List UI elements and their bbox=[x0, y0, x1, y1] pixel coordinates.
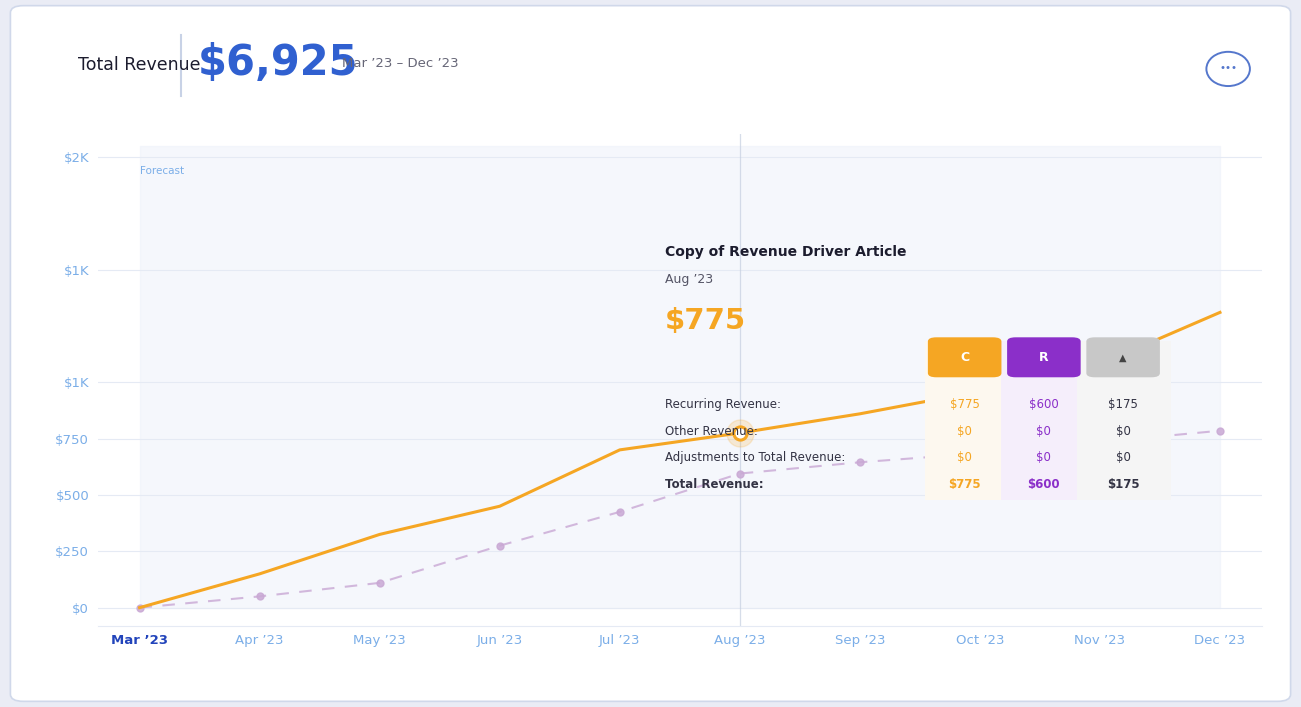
Point bbox=[1089, 436, 1110, 448]
Text: $775: $775 bbox=[948, 479, 981, 491]
Text: C: C bbox=[960, 351, 969, 364]
Text: $0: $0 bbox=[1116, 451, 1131, 464]
Text: Aug ’23: Aug ’23 bbox=[665, 272, 713, 286]
Text: $0: $0 bbox=[1037, 425, 1051, 438]
Text: $775: $775 bbox=[665, 307, 745, 335]
Point bbox=[730, 468, 751, 479]
Text: Total Revenue:: Total Revenue: bbox=[665, 479, 764, 491]
Point bbox=[489, 540, 510, 551]
Text: ▲: ▲ bbox=[1119, 352, 1127, 362]
Text: Other Revenue:: Other Revenue: bbox=[665, 425, 757, 438]
Point bbox=[250, 591, 271, 602]
FancyBboxPatch shape bbox=[1007, 337, 1081, 378]
Point bbox=[730, 427, 751, 438]
FancyBboxPatch shape bbox=[1077, 341, 1171, 500]
Text: Copy of Revenue Driver Article: Copy of Revenue Driver Article bbox=[665, 245, 907, 259]
Text: Recurring Revenue:: Recurring Revenue: bbox=[665, 398, 781, 411]
Text: R: R bbox=[1039, 351, 1049, 364]
Point bbox=[730, 427, 751, 438]
Text: Adjustments to Total Revenue:: Adjustments to Total Revenue: bbox=[665, 451, 846, 464]
Point bbox=[850, 457, 870, 468]
Point bbox=[609, 506, 630, 518]
Text: $0: $0 bbox=[1037, 451, 1051, 464]
Text: $175: $175 bbox=[1107, 479, 1140, 491]
FancyBboxPatch shape bbox=[1000, 341, 1077, 500]
Text: $6,925: $6,925 bbox=[198, 42, 359, 85]
Text: $600: $600 bbox=[1028, 479, 1060, 491]
Text: $175: $175 bbox=[1108, 398, 1138, 411]
Point bbox=[369, 577, 390, 588]
Text: $0: $0 bbox=[958, 425, 972, 438]
Text: $0: $0 bbox=[958, 451, 972, 464]
Text: Mar ’23 – Dec ’23: Mar ’23 – Dec ’23 bbox=[342, 57, 459, 70]
Text: $600: $600 bbox=[1029, 398, 1059, 411]
Point bbox=[129, 602, 150, 613]
Point bbox=[969, 448, 990, 459]
FancyBboxPatch shape bbox=[925, 341, 1002, 500]
FancyBboxPatch shape bbox=[928, 337, 1002, 378]
FancyBboxPatch shape bbox=[1086, 337, 1160, 378]
Text: Total Revenue: Total Revenue bbox=[78, 57, 200, 74]
Text: $775: $775 bbox=[950, 398, 980, 411]
Text: Forecast: Forecast bbox=[141, 166, 185, 176]
Text: •••: ••• bbox=[1219, 63, 1237, 73]
Point bbox=[1210, 425, 1231, 436]
Text: $0: $0 bbox=[1116, 425, 1131, 438]
